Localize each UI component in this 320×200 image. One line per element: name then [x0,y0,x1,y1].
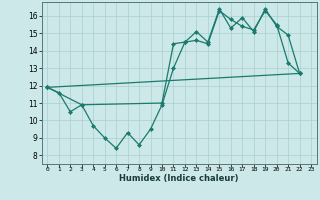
X-axis label: Humidex (Indice chaleur): Humidex (Indice chaleur) [119,174,239,183]
